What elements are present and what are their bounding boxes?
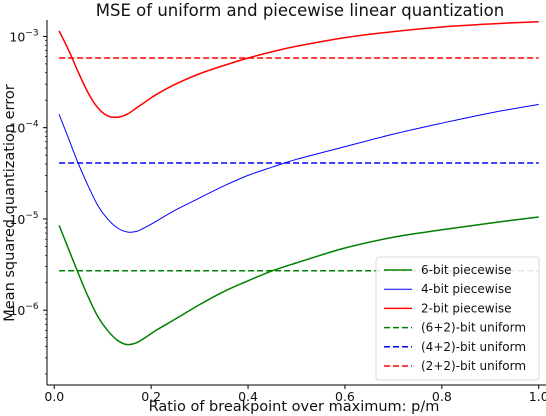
- legend-label-4: (4+2)-bit uniform: [421, 340, 526, 354]
- x-tick-label-4: 0.8: [432, 389, 452, 404]
- series-line-2: [58, 20, 539, 119]
- x-tick-label-2: 0.4: [238, 389, 258, 404]
- legend-label-2: 2-bit piecewise: [421, 301, 512, 315]
- legend-label-1: 4-bit piecewise: [421, 282, 512, 296]
- y-tick-label-2: 10−5: [9, 211, 38, 227]
- y-tick-label-0: 10−3: [9, 28, 38, 44]
- legend-label-5: (2+2)-bit uniform: [421, 359, 526, 373]
- legend-label-3: (6+2)-bit uniform: [421, 321, 526, 335]
- legend-frame: [375, 256, 540, 381]
- y-axis-label: Mean squared quantization error: [2, 84, 18, 322]
- x-axis-label: Ratio of breakpoint over maximum: p/m: [149, 399, 440, 415]
- x-tick-label-0: 0.0: [44, 389, 64, 404]
- x-tick-label-5: 1.0: [529, 389, 546, 404]
- series-line-0: [58, 216, 539, 346]
- x-tick-label-1: 0.2: [141, 389, 161, 404]
- series-line-1: [58, 103, 539, 233]
- y-tick-label-1: 10−4: [9, 120, 38, 136]
- chart-title: MSE of uniform and piecewise linear quan…: [96, 1, 504, 20]
- legend: 6-bit piecewise 4-bit piecewise 2-bit piec…: [375, 256, 540, 381]
- y-tick-label-3: 10−6: [9, 302, 38, 318]
- tick-layer: 0.0 0.2 0.4 0.6 0.8 1.0 10−3 10−4 10−5 10−6: [9, 28, 546, 404]
- x-tick-label-3: 0.6: [335, 389, 355, 404]
- legend-label-0: 6-bit piecewise: [421, 263, 512, 277]
